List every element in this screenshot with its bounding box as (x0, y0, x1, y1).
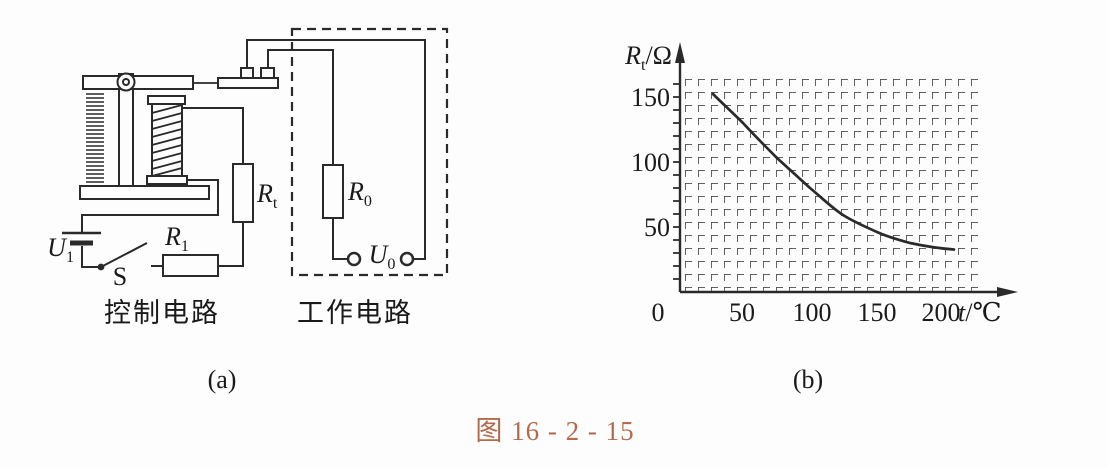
output-terminal-right (399, 251, 415, 267)
battery-label: U1 (47, 233, 74, 267)
contact-left (240, 67, 254, 79)
switch-blade (100, 242, 148, 268)
y-tick-150: 150 (631, 83, 670, 112)
wire-contact-right-to-r0 (267, 49, 334, 165)
thermistor-rt (232, 163, 254, 223)
working-circuit (246, 27, 449, 277)
working-circuit-label: 工作电路 (297, 298, 413, 328)
resistor-r1 (162, 254, 219, 277)
panel-b-label: (b) (792, 365, 824, 394)
coil-windings (151, 104, 183, 177)
output-terminal-left (346, 251, 362, 267)
x-axis-arrow (997, 287, 1018, 297)
x-tick-150: 150 (857, 298, 897, 327)
figure-caption: 图 16 - 2 - 15 (475, 416, 635, 446)
x-axis-label: t/℃ (958, 298, 1002, 327)
y-axis-ticks (673, 83, 680, 280)
coil-top-flange (147, 95, 186, 105)
contact-right (260, 67, 275, 79)
resistance-curve (711, 92, 956, 251)
y-tick-50: 50 (644, 213, 670, 242)
switch-label: S (112, 262, 128, 291)
wire-battery-negative (81, 246, 101, 268)
relay-pivot (116, 72, 136, 92)
resistor-r0-label: R0 (348, 177, 372, 211)
coil-bottom-flange (146, 175, 188, 185)
relay-diagram (62, 67, 279, 277)
relay-armature-bar (82, 75, 194, 90)
rt-graph (673, 42, 1018, 297)
x-tick-200: 200 (921, 298, 961, 327)
thermistor-label: Rt (257, 179, 278, 213)
relay-base (79, 185, 210, 200)
control-circuit-label: 控制电路 (104, 298, 220, 328)
wire-r0-to-terminal (332, 218, 348, 260)
resistor-r0 (322, 164, 344, 219)
origin-label: 0 (651, 298, 665, 327)
coil-body (151, 103, 183, 177)
relay-pivot-pin (122, 78, 130, 86)
wire-coil-to-rt (182, 107, 244, 164)
x-tick-100: 100 (792, 298, 832, 327)
wire-rt-to-r1 (218, 222, 244, 267)
contact-bar (217, 77, 279, 89)
y-axis-arrow (675, 42, 685, 63)
relay-return-spring (86, 93, 104, 183)
wire-contact-left-to-terminal (246, 39, 426, 260)
working-circuit-dashed-box (290, 27, 449, 277)
wire-battery-to-coil (81, 179, 219, 232)
panel-a-label: (a) (207, 365, 237, 394)
output-label: U0 (368, 240, 396, 274)
y-tick-100: 100 (631, 148, 670, 177)
y-axis-label: Rt/Ω (625, 41, 672, 75)
resistor-r1-label: R1 (165, 222, 189, 256)
x-tick-50: 50 (729, 298, 755, 327)
